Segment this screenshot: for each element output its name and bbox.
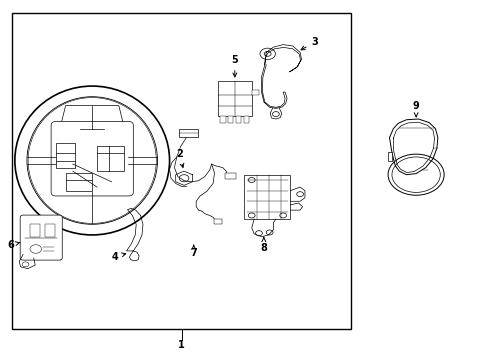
FancyBboxPatch shape [20,215,62,260]
Bar [65,173,92,191]
Bar [218,81,251,116]
Bar [244,175,290,219]
Ellipse shape [28,98,156,224]
Bar [213,219,222,224]
FancyBboxPatch shape [51,122,133,196]
Bar [243,116,248,123]
Bar [56,143,75,168]
Text: 4: 4 [111,252,125,262]
Bar [235,116,241,123]
Bar [30,224,40,237]
Text: 9: 9 [412,101,419,117]
Bar [220,116,225,123]
Text: 6: 6 [8,240,20,250]
Bar [227,116,233,123]
Text: 7: 7 [190,245,197,258]
Text: 2: 2 [176,149,183,167]
Bar [12,13,350,329]
Text: 5: 5 [231,55,238,77]
Text: 8: 8 [260,237,267,253]
Bar [97,146,123,171]
Ellipse shape [15,86,169,235]
Ellipse shape [27,97,157,224]
Bar [179,129,197,138]
Text: 3: 3 [301,37,317,50]
Bar [387,152,392,161]
Text: 1: 1 [178,340,184,350]
Bar [251,90,259,95]
Bar [224,172,235,179]
Bar [45,224,54,237]
